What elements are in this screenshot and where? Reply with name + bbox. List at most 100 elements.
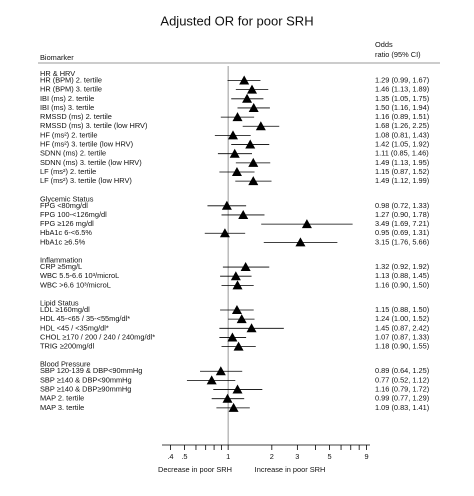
chart-title: Adjusted OR for poor SRH [160,13,313,28]
estimate-marker [230,271,241,281]
row-label: HF (ms²) 2. tertile [40,130,97,139]
row-label: LF (ms²) 2. tertile [40,167,96,176]
estimate-marker [248,157,259,167]
estimate-label: 0.95 (0.69, 1.31) [375,228,429,237]
estimate-label: 3.49 (1.69, 7.21) [375,219,429,228]
row-label: IBI (ms) 2. tertile [40,94,94,103]
estimate-marker [245,139,256,149]
group-header: Blood Pressure [40,360,91,369]
estimate-marker [232,280,243,290]
row-label: MAP 3. tertile [40,403,84,412]
x-tick-label: 9 [365,452,369,461]
row-label: LDL ≥160mg/dl [40,305,90,314]
row-label: SBP 120-139 & DBP<90mmHg [40,366,142,375]
estimate-label: 1.27 (0.90, 1.78) [375,210,429,219]
row-label: SDNN (ms) 3. tertile (low HRV) [40,158,142,167]
estimate-marker [248,176,259,186]
row-label: WBC >6.6 10³/microL [40,280,111,289]
row-label: CHOL ≥170 / 200 / 240 / 240mg/dl* [40,332,155,341]
row-label: SBP ≥140 & DBP≥90mmHg [40,385,131,394]
estimate-label: 1.68 (1.26, 2.25) [375,121,429,130]
estimate-marker [246,84,257,94]
estimate-label: 0.77 (0.52, 1.12) [375,375,429,384]
estimate-label: 1.49 (1.12, 1.99) [375,176,429,185]
group-header: Lipid Status [40,298,79,307]
row-label: FPG <80mg/dl [40,201,88,210]
estimate-label: 1.32 (0.92, 1.92) [375,262,429,271]
estimate-label: 1.11 (0.85, 1.46) [375,149,429,158]
estimate-label: 1.35 (1.05, 1.75) [375,94,429,103]
x-tick-label: .4 [167,452,173,461]
row-label: WBC 5.5-6.6 10³/microL [40,271,119,280]
row-label: HDL <45 / <35mg/dl* [40,323,109,332]
estimate-marker [233,341,244,351]
estimate-marker [227,130,238,140]
group-header: Glycemic Status [40,194,94,203]
estimate-marker [238,209,249,219]
estimate-label: 1.16 (0.79, 1.72) [375,385,429,394]
row-label: HbA1c 6-<6.5% [40,228,92,237]
row-label: FPG 100-<126mg/dl [40,210,107,219]
estimate-marker [295,237,306,247]
estimate-marker [236,314,247,324]
x-tick-label: 2 [270,452,274,461]
estimate-label: 0.89 (0.64, 1.25) [375,366,429,375]
estimate-marker [229,148,240,158]
estimate-label: 1.16 (0.89, 1.51) [375,112,429,121]
x-axis-label: Increase in poor SRH [255,465,326,474]
row-label: RMSSD (ms) 3. tertile (low HRV) [40,121,147,130]
estimate-label: 0.99 (0.77, 1.29) [375,394,429,403]
estimate-label: 1.42 (1.05, 1.92) [375,140,429,149]
estimate-label: 1.24 (1.00, 1.52) [375,314,429,323]
row-label: RMSSD (ms) 2. tertile [40,112,112,121]
row-label: HbA1c ≥6.5% [40,237,86,246]
estimate-marker [301,219,312,229]
estimate-label: 1.15 (0.88, 1.50) [375,305,429,314]
estimate-marker [246,323,257,333]
x-axis-label: Decrease in poor SRH [158,465,232,474]
estimate-marker [222,393,233,403]
group-header: HR & HRV [40,69,75,78]
estimate-marker [231,167,242,176]
estimate-label: 1.07 (0.87, 1.33) [375,332,429,341]
row-label: SBP ≥140 & DBP<90mmHg [40,375,132,384]
estimate-label: 1.50 (1.16, 1.94) [375,103,429,112]
estimate-label: 1.15 (0.87, 1.52) [375,167,429,176]
estimate-marker [227,332,238,342]
x-tick-label: 3 [295,452,299,461]
x-tick-label: 1 [226,452,230,461]
estimate-marker [232,112,243,122]
row-label: HF (ms²) 3. tertile (low HRV) [40,140,133,149]
estimate-marker [239,75,250,85]
estimate-marker [242,93,253,103]
estimate-marker [206,375,217,385]
row-label: IBI (ms) 3. tertile [40,103,94,112]
estimate-label: 3.15 (1.76, 5.66) [375,237,429,246]
estimate-marker [228,402,239,412]
estimate-label: 1.49 (1.13, 1.95) [375,158,429,167]
estimate-marker [215,366,226,376]
estimate-marker [231,305,242,314]
group-header: Inflammation [40,256,82,265]
estimate-marker [255,121,266,131]
estimate-label: 1.13 (0.88, 1.45) [375,271,429,280]
row-label: MAP 2. tertile [40,394,84,403]
estimate-marker [219,228,230,238]
row-label: LF (ms²) 3. tertile (low HRV) [40,176,132,185]
estimate-marker [248,102,259,112]
estimate-label: 1.18 (0.90, 1.55) [375,342,429,351]
estimate-header: Odds [375,40,393,49]
estimate-label: 1.45 (0.87, 2.42) [375,323,429,332]
row-label: HR (BPM) 3. tertile [40,85,102,94]
row-label: FPG ≥126 mg/dl [40,219,94,228]
row-label: HR (BPM) 2. tertile [40,75,102,84]
x-tick-label: 5 [327,452,331,461]
estimate-marker [221,200,232,210]
estimate-label: 1.29 (0.99, 1.67) [375,75,429,84]
row-label: CRP ≥5mg/L [40,262,82,271]
estimate-label: 1.08 (0.81, 1.43) [375,130,429,139]
row-label: HDL 45-<65 / 35-<55mg/dl* [40,314,130,323]
estimate-label: 0.98 (0.72, 1.33) [375,201,429,210]
label-header: Biomarker [40,53,74,62]
